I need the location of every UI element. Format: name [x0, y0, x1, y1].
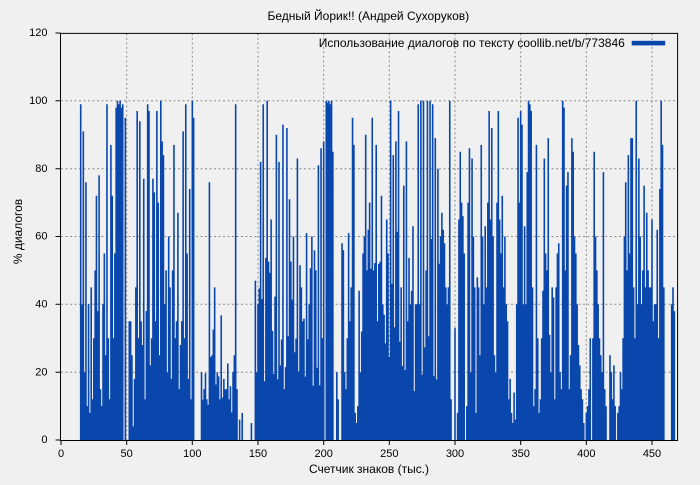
svg-text:40: 40 [35, 299, 47, 311]
svg-text:200: 200 [314, 448, 332, 460]
svg-text:Счетчик знаков (тыс.): Счетчик знаков (тыс.) [309, 462, 429, 476]
svg-text:Использование диалогов по текс: Использование диалогов по тексту coollib… [319, 36, 625, 50]
svg-text:400: 400 [577, 448, 595, 460]
svg-text:150: 150 [249, 448, 267, 460]
svg-text:80: 80 [35, 163, 47, 175]
svg-text:100: 100 [183, 448, 201, 460]
svg-text:120: 120 [29, 27, 47, 39]
svg-text:100: 100 [29, 95, 47, 107]
svg-text:350: 350 [511, 448, 529, 460]
svg-text:300: 300 [446, 448, 464, 460]
svg-text:0: 0 [41, 434, 47, 446]
svg-text:60: 60 [35, 231, 47, 243]
svg-text:Бедный Йорик!! (Андрей Сухорук: Бедный Йорик!! (Андрей Сухоруков) [267, 8, 469, 23]
svg-text:20: 20 [35, 366, 47, 378]
svg-text:250: 250 [380, 448, 398, 460]
svg-text:0: 0 [58, 448, 64, 460]
svg-text:% диалогов: % диалогов [11, 199, 25, 264]
svg-text:450: 450 [643, 448, 661, 460]
svg-text:50: 50 [121, 448, 133, 460]
